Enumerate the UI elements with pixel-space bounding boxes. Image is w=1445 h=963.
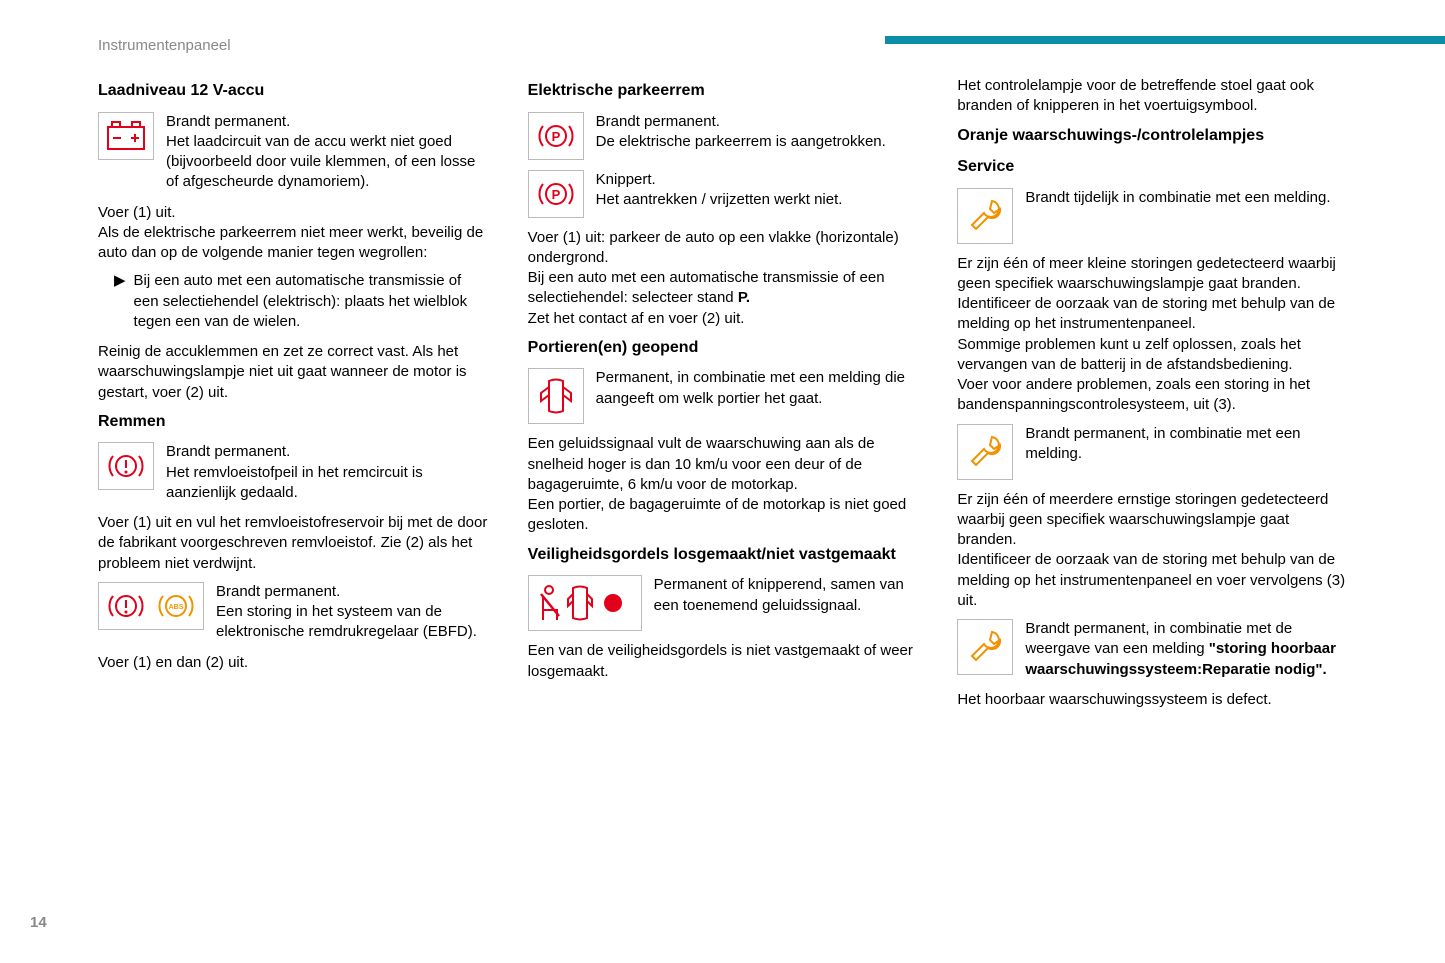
parking-icon2-text: Knippert. Het aantrekken / vrijzetten we…	[596, 170, 918, 211]
doors-p1: Een geluidssignaal vult de waarschuwing …	[528, 434, 918, 535]
section-title-parking: Elektrische parkeerrem	[528, 80, 918, 102]
parking-icon1-text: Brandt permanent. De elektrische parkeer…	[596, 112, 918, 153]
column-2: Elektrische parkeerrem P Brandt permanen…	[528, 76, 918, 718]
bullet-text: Bij een auto met een automatische transm…	[134, 271, 488, 332]
brake-icon-row-1: Brandt permanent. Het remvloeistofpeil i…	[98, 442, 488, 503]
wrench-icon-2	[957, 424, 1013, 480]
battery-p2: Reinig de accuklemmen en zet ze correct …	[98, 342, 488, 403]
battery-icon-text: Brandt permanent. Het laadcircuit van de…	[166, 112, 488, 193]
parking-icon-row-1: P Brandt permanent. De elektrische parke…	[528, 112, 918, 160]
brake-p2: Voer (1) en dan (2) uit.	[98, 653, 488, 673]
section-title-seatbelt: Veiligheidsgordels losgemaakt/niet vastg…	[528, 544, 918, 566]
col3-p2: Er zijn één of meerdere ernstige storing…	[957, 490, 1347, 612]
page-number: 14	[30, 913, 47, 933]
wrench-icon	[957, 188, 1013, 244]
service-icon2-text: Brandt permanent, in combinatie met een …	[1025, 424, 1347, 465]
svg-text:P: P	[551, 129, 560, 144]
section-title-brakes: Remmen	[98, 411, 488, 433]
seatbelt-icon	[528, 575, 642, 631]
seatbelt-icon-row: Permanent of knipperend, samen van een t…	[528, 575, 918, 631]
parking-brake-blink-icon: P	[528, 170, 584, 218]
column-1: Laadniveau 12 V-accu Brandt permanent. H…	[98, 76, 488, 718]
brake-icon-row-2: ABS Brandt permanent. Een storing in het…	[98, 582, 488, 643]
brake-abs-icon: ABS	[98, 582, 204, 630]
column-3: Het controlelampje voor de betreffende s…	[957, 76, 1347, 718]
col3-p3: Het hoorbaar waarschuwingssysteem is def…	[957, 690, 1347, 710]
battery-bullet: ▶ Bij een auto met een automatische tran…	[114, 271, 488, 332]
seatbelt-p1: Een van de veiligheidsgordels is niet va…	[528, 641, 918, 682]
col3-p0: Het controlelampje voor de betreffende s…	[957, 76, 1347, 117]
parking-icon-row-2: P Knippert. Het aantrekken / vrijzetten …	[528, 170, 918, 218]
doors-icon-row: Permanent, in combinatie met een melding…	[528, 368, 918, 424]
col3-p1: Er zijn één of meer kleine storingen ged…	[957, 254, 1347, 416]
service-icon1-text: Brandt tijdelijk in combinatie met een m…	[1025, 188, 1347, 208]
section-title-doors: Portieren(en) geopend	[528, 337, 918, 359]
seatbelt-icon-text: Permanent of knipperend, samen van een t…	[654, 575, 918, 616]
header-accent-bar	[885, 36, 1445, 44]
brake-warning-icon	[98, 442, 154, 490]
content-columns: Laadniveau 12 V-accu Brandt permanent. H…	[98, 76, 1347, 718]
service-icon-row-1: Brandt tijdelijk in combinatie met een m…	[957, 188, 1347, 244]
service-icon3-text: Brandt permanent, in combinatie met de w…	[1025, 619, 1347, 680]
door-open-icon	[528, 368, 584, 424]
bullet-marker-icon: ▶	[114, 271, 126, 332]
svg-text:P: P	[551, 187, 560, 202]
section-title-battery: Laadniveau 12 V-accu	[98, 80, 488, 102]
brake-icon2-text: Brandt permanent. Een storing in het sys…	[216, 582, 488, 643]
section-title-service: Service	[957, 156, 1347, 178]
svg-text:ABS: ABS	[169, 604, 184, 611]
brake-p1: Voer (1) uit en vul het remvloeistofrese…	[98, 513, 488, 574]
battery-icon	[98, 112, 154, 160]
wrench-icon-3	[957, 619, 1013, 675]
parking-brake-icon: P	[528, 112, 584, 160]
doors-icon-text: Permanent, in combinatie met een melding…	[596, 368, 918, 409]
service-icon-row-2: Brandt permanent, in combinatie met een …	[957, 424, 1347, 480]
page-header: Instrumentenpaneel	[98, 36, 231, 56]
brake-icon1-text: Brandt permanent. Het remvloeistofpeil i…	[166, 442, 488, 503]
service-icon-row-3: Brandt permanent, in combinatie met de w…	[957, 619, 1347, 680]
section-title-orange: Oranje waarschuwings-/controlelampjes	[957, 125, 1347, 147]
parking-p1: Voer (1) uit: parkeer de auto op een vla…	[528, 228, 918, 329]
battery-icon-row: Brandt permanent. Het laadcircuit van de…	[98, 112, 488, 193]
battery-p1: Voer (1) uit. Als de elektrische parkeer…	[98, 203, 488, 264]
